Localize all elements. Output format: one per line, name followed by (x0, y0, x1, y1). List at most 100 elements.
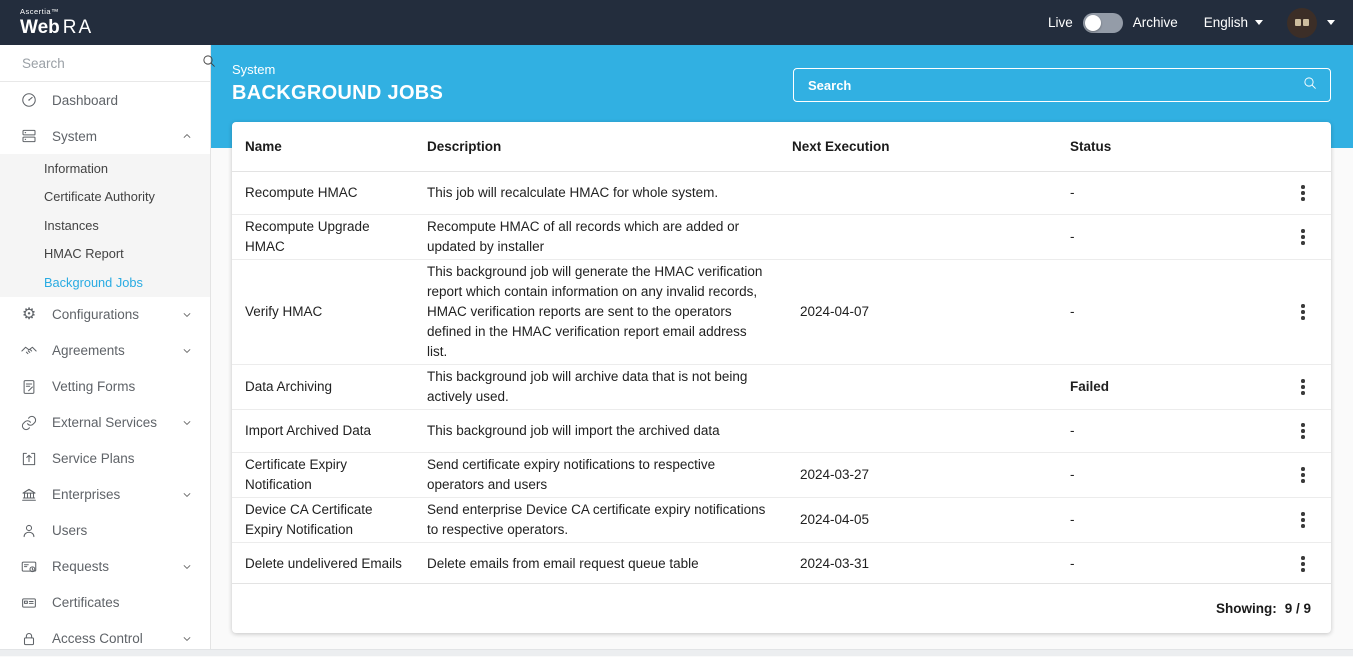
sidebar-item-users[interactable]: Users (0, 513, 210, 549)
row-actions-kebab-icon[interactable] (1285, 506, 1321, 534)
job-status: - (1070, 304, 1075, 319)
row-actions-kebab-icon[interactable] (1285, 223, 1321, 251)
sidebar: Dashboard System Information Certificate… (0, 45, 215, 657)
user-menu[interactable] (1287, 7, 1335, 38)
chevron-down-icon (180, 560, 194, 574)
row-actions-kebab-icon[interactable] (1285, 179, 1321, 207)
job-status: - (1070, 556, 1075, 571)
table-row: Delete undelivered Emails Delete emails … (232, 543, 1331, 583)
live-archive-toggle-group: Live Archive (1047, 12, 1178, 33)
chevron-down-icon (180, 488, 194, 502)
job-name: Verify HMAC (245, 304, 323, 319)
job-name: Delete undelivered Emails (245, 556, 402, 571)
sidebar-search (0, 45, 215, 82)
table-search-input[interactable] (806, 76, 1302, 94)
job-next-execution: 2024-04-07 (800, 304, 870, 319)
job-status: - (1070, 229, 1075, 244)
search-icon[interactable] (1302, 75, 1318, 96)
column-header-status: Status (1070, 138, 1112, 154)
chevron-down-icon (1255, 20, 1263, 25)
system-submenu: Information Certificate Authority Instan… (0, 154, 210, 297)
request-card-icon (20, 558, 38, 576)
language-selector[interactable]: English (1204, 15, 1263, 30)
table-row: Certificate Expiry Notification Send cer… (232, 453, 1331, 498)
bottom-scrollbar-track[interactable] (0, 649, 1353, 656)
job-next-execution: 2024-04-05 (800, 512, 870, 527)
sidebar-subitem-hmac-report[interactable]: HMAC Report (44, 246, 124, 262)
language-label: English (1203, 15, 1248, 30)
handshake-icon (20, 342, 38, 360)
job-description: This job will recalculate HMAC for whole… (427, 185, 719, 200)
background-jobs-card: Name Description Next Execution Status R… (232, 122, 1331, 633)
table-row: Device CA Certificate Expiry Notificatio… (232, 498, 1331, 543)
sidebar-search-input[interactable] (20, 54, 201, 72)
outbox-icon (20, 450, 38, 468)
job-status-failed: Failed (1070, 379, 1110, 394)
job-description: This background job will archive data th… (427, 369, 748, 404)
chevron-down-icon (180, 632, 194, 646)
sidebar-item-vetting-forms[interactable]: Vetting Forms (0, 369, 210, 405)
live-label: Live (1047, 15, 1073, 30)
system-icon (20, 127, 38, 145)
column-header-description: Description (427, 138, 502, 154)
sidebar-item-access-control[interactable]: Access Control (0, 621, 210, 657)
job-name: Recompute HMAC (245, 185, 358, 200)
sidebar-subitem-instances[interactable]: Instances (44, 217, 99, 233)
row-actions-kebab-icon[interactable] (1285, 461, 1321, 489)
job-name: Certificate Expiry Notification (245, 457, 348, 492)
showing-value: 9 / 9 (1284, 600, 1311, 616)
sidebar-item-certificates[interactable]: Certificates (0, 585, 210, 621)
column-header-name: Name (245, 138, 282, 154)
brand-name: Web RA (20, 16, 94, 38)
sidebar-item-system[interactable]: System (0, 118, 210, 154)
job-name: Import Archived Data (245, 423, 372, 438)
job-status: - (1070, 185, 1075, 200)
job-description: This background job will import the arch… (427, 423, 720, 438)
table-header-row: Name Description Next Execution Status (232, 122, 1331, 172)
main-content: System BACKGROUND JOBS Name Description … (211, 45, 1353, 656)
table-footer: Showing: 9 / 9 (232, 583, 1331, 632)
table-row: Import Archived Data This background job… (232, 410, 1331, 453)
sidebar-item-agreements[interactable]: Agreements (0, 333, 210, 369)
row-actions-kebab-icon[interactable] (1285, 550, 1321, 578)
job-next-execution: 2024-03-31 (800, 556, 870, 571)
sidebar-item-service-plans[interactable]: Service Plans (0, 441, 210, 477)
chevron-down-icon (180, 344, 194, 358)
person-icon (20, 522, 38, 540)
table-body: Recompute HMAC This job will recalculate… (232, 172, 1331, 583)
lock-icon (20, 630, 38, 648)
sidebar-item-enterprises[interactable]: Enterprises (0, 477, 210, 513)
job-status: - (1070, 467, 1075, 482)
bank-icon (20, 486, 38, 504)
page-title: BACKGROUND JOBS (232, 82, 444, 104)
table-row: Data Archiving This background job will … (232, 365, 1331, 410)
sidebar-subitem-information[interactable]: Information (44, 160, 109, 176)
job-description: This background job will generate the HM… (427, 264, 763, 359)
job-next-execution: 2024-03-27 (800, 467, 870, 482)
sidebar-subitem-certificate-authority[interactable]: Certificate Authority (44, 189, 155, 205)
live-archive-toggle[interactable] (1082, 12, 1123, 33)
chevron-up-icon (180, 129, 194, 143)
row-actions-kebab-icon[interactable] (1285, 298, 1321, 326)
app-logo[interactable]: Ascertia™ Web RA (20, 8, 93, 37)
sidebar-subitem-background-jobs[interactable]: Background Jobs (44, 274, 143, 290)
row-actions-kebab-icon[interactable] (1285, 417, 1321, 445)
page-header-text: System BACKGROUND JOBS (232, 62, 443, 105)
job-name: Recompute Upgrade HMAC (245, 219, 370, 254)
job-description: Send certificate expiry notifications to… (427, 457, 716, 492)
job-description: Recompute HMAC of all records which are … (427, 219, 740, 254)
job-name: Data Archiving (245, 379, 333, 394)
top-bar: Ascertia™ Web RA Live Archive English (0, 0, 1353, 45)
brand-prefix: Ascertia™ (20, 7, 60, 17)
archive-label: Archive (1132, 15, 1178, 30)
sidebar-item-external-services[interactable]: External Services (0, 405, 210, 441)
row-actions-kebab-icon[interactable] (1285, 373, 1321, 401)
job-status: - (1070, 512, 1075, 527)
link-icon (20, 414, 38, 432)
sidebar-item-requests[interactable]: Requests (0, 549, 210, 585)
form-icon (20, 378, 38, 396)
sidebar-item-dashboard[interactable]: Dashboard (0, 82, 210, 118)
chevron-down-icon (180, 308, 194, 322)
table-row: Recompute HMAC This job will recalculate… (232, 172, 1331, 215)
sidebar-item-configurations[interactable]: ⚙ Configurations (0, 297, 210, 333)
